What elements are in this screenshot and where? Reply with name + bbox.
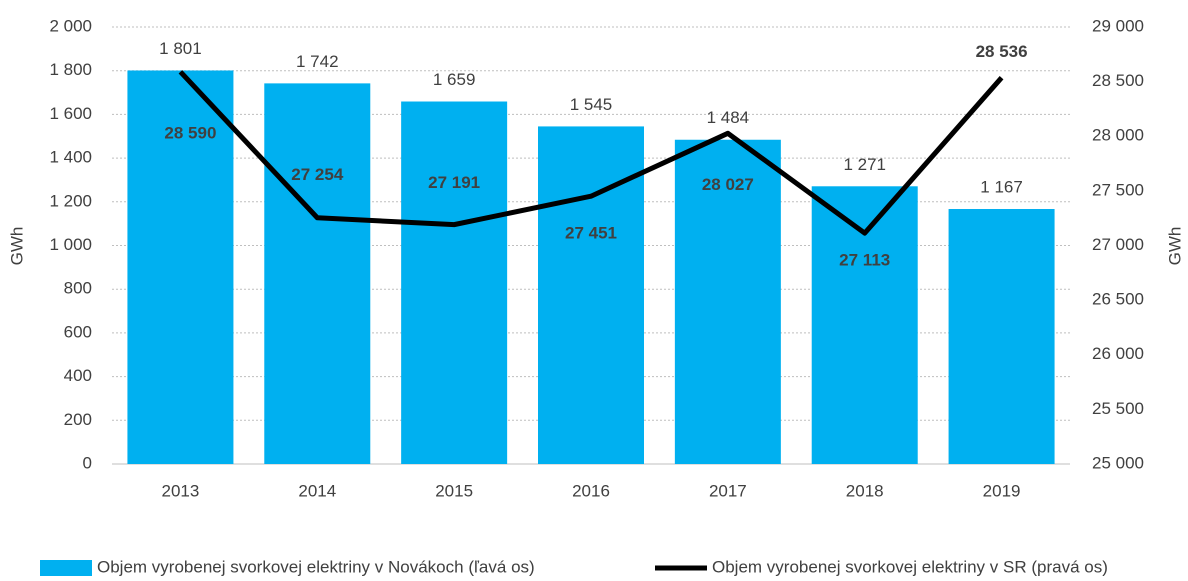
legend-swatch (40, 560, 92, 576)
line-value-label: 28 027 (702, 175, 754, 194)
bar (811, 186, 918, 464)
y2-tick-label: 28 500 (1092, 71, 1144, 90)
y2-tick-label: 25 000 (1092, 453, 1144, 472)
y2-tick-label: 27 000 (1092, 235, 1144, 254)
bar-value-label: 1 545 (570, 95, 613, 114)
y-tick-label: 200 (64, 410, 92, 429)
bar (264, 83, 371, 465)
y-tick-label: 1 400 (49, 148, 92, 167)
line-value-label: 27 113 (839, 251, 890, 270)
bar (674, 139, 781, 464)
x-tick-label: 2015 (435, 481, 473, 500)
y-tick-label: 400 (64, 366, 92, 385)
y2-axis-title: GWh (1165, 227, 1184, 266)
x-tick-label: 2018 (846, 481, 884, 500)
y-tick-label: 0 (83, 453, 92, 472)
y-tick-label: 2 000 (49, 16, 92, 35)
y-tick-label: 1 200 (49, 191, 92, 210)
y2-tick-label: 25 500 (1092, 399, 1144, 418)
y-tick-label: 800 (64, 279, 92, 298)
bar-value-label: 1 167 (980, 177, 1023, 196)
x-tick-label: 2016 (572, 481, 610, 500)
x-tick-label: 2013 (162, 481, 200, 500)
y2-tick-label: 29 000 (1092, 16, 1144, 35)
line-value-label: 27 451 (565, 224, 617, 243)
x-tick-label: 2019 (983, 481, 1021, 500)
legend-label: Objem vyrobenej svorkovej elektriny v SR… (712, 557, 1108, 576)
x-tick-label: 2014 (298, 481, 336, 500)
bar-value-label: 1 742 (296, 52, 339, 71)
bar-value-label: 1 801 (159, 39, 202, 58)
y2-tick-label: 28 000 (1092, 126, 1144, 145)
bar (127, 70, 234, 464)
y-tick-label: 1 000 (49, 235, 92, 254)
bar (401, 101, 508, 465)
y-tick-label: 1 800 (49, 60, 92, 79)
bar-value-label: 1 271 (843, 155, 886, 174)
line (178, 70, 1004, 236)
y-tick-label: 600 (64, 322, 92, 341)
line-value-label: 27 254 (291, 165, 344, 184)
y-axis-title: GWh (7, 227, 26, 266)
bar-value-label: 1 659 (433, 70, 476, 89)
line-value-label: 28 536 (976, 42, 1028, 61)
bar (948, 209, 1055, 464)
x-tick-label: 2017 (709, 481, 747, 500)
y2-tick-label: 26 500 (1092, 290, 1144, 309)
y-tick-label: 1 600 (49, 104, 92, 123)
bar-value-label: 1 484 (707, 108, 750, 127)
line-value-label: 27 191 (428, 173, 480, 192)
y2-tick-label: 27 500 (1092, 180, 1144, 199)
y2-tick-label: 26 000 (1092, 344, 1144, 363)
line-value-label: 28 590 (164, 123, 216, 142)
legend-label: Objem vyrobenej svorkovej elektriny v No… (97, 557, 535, 576)
